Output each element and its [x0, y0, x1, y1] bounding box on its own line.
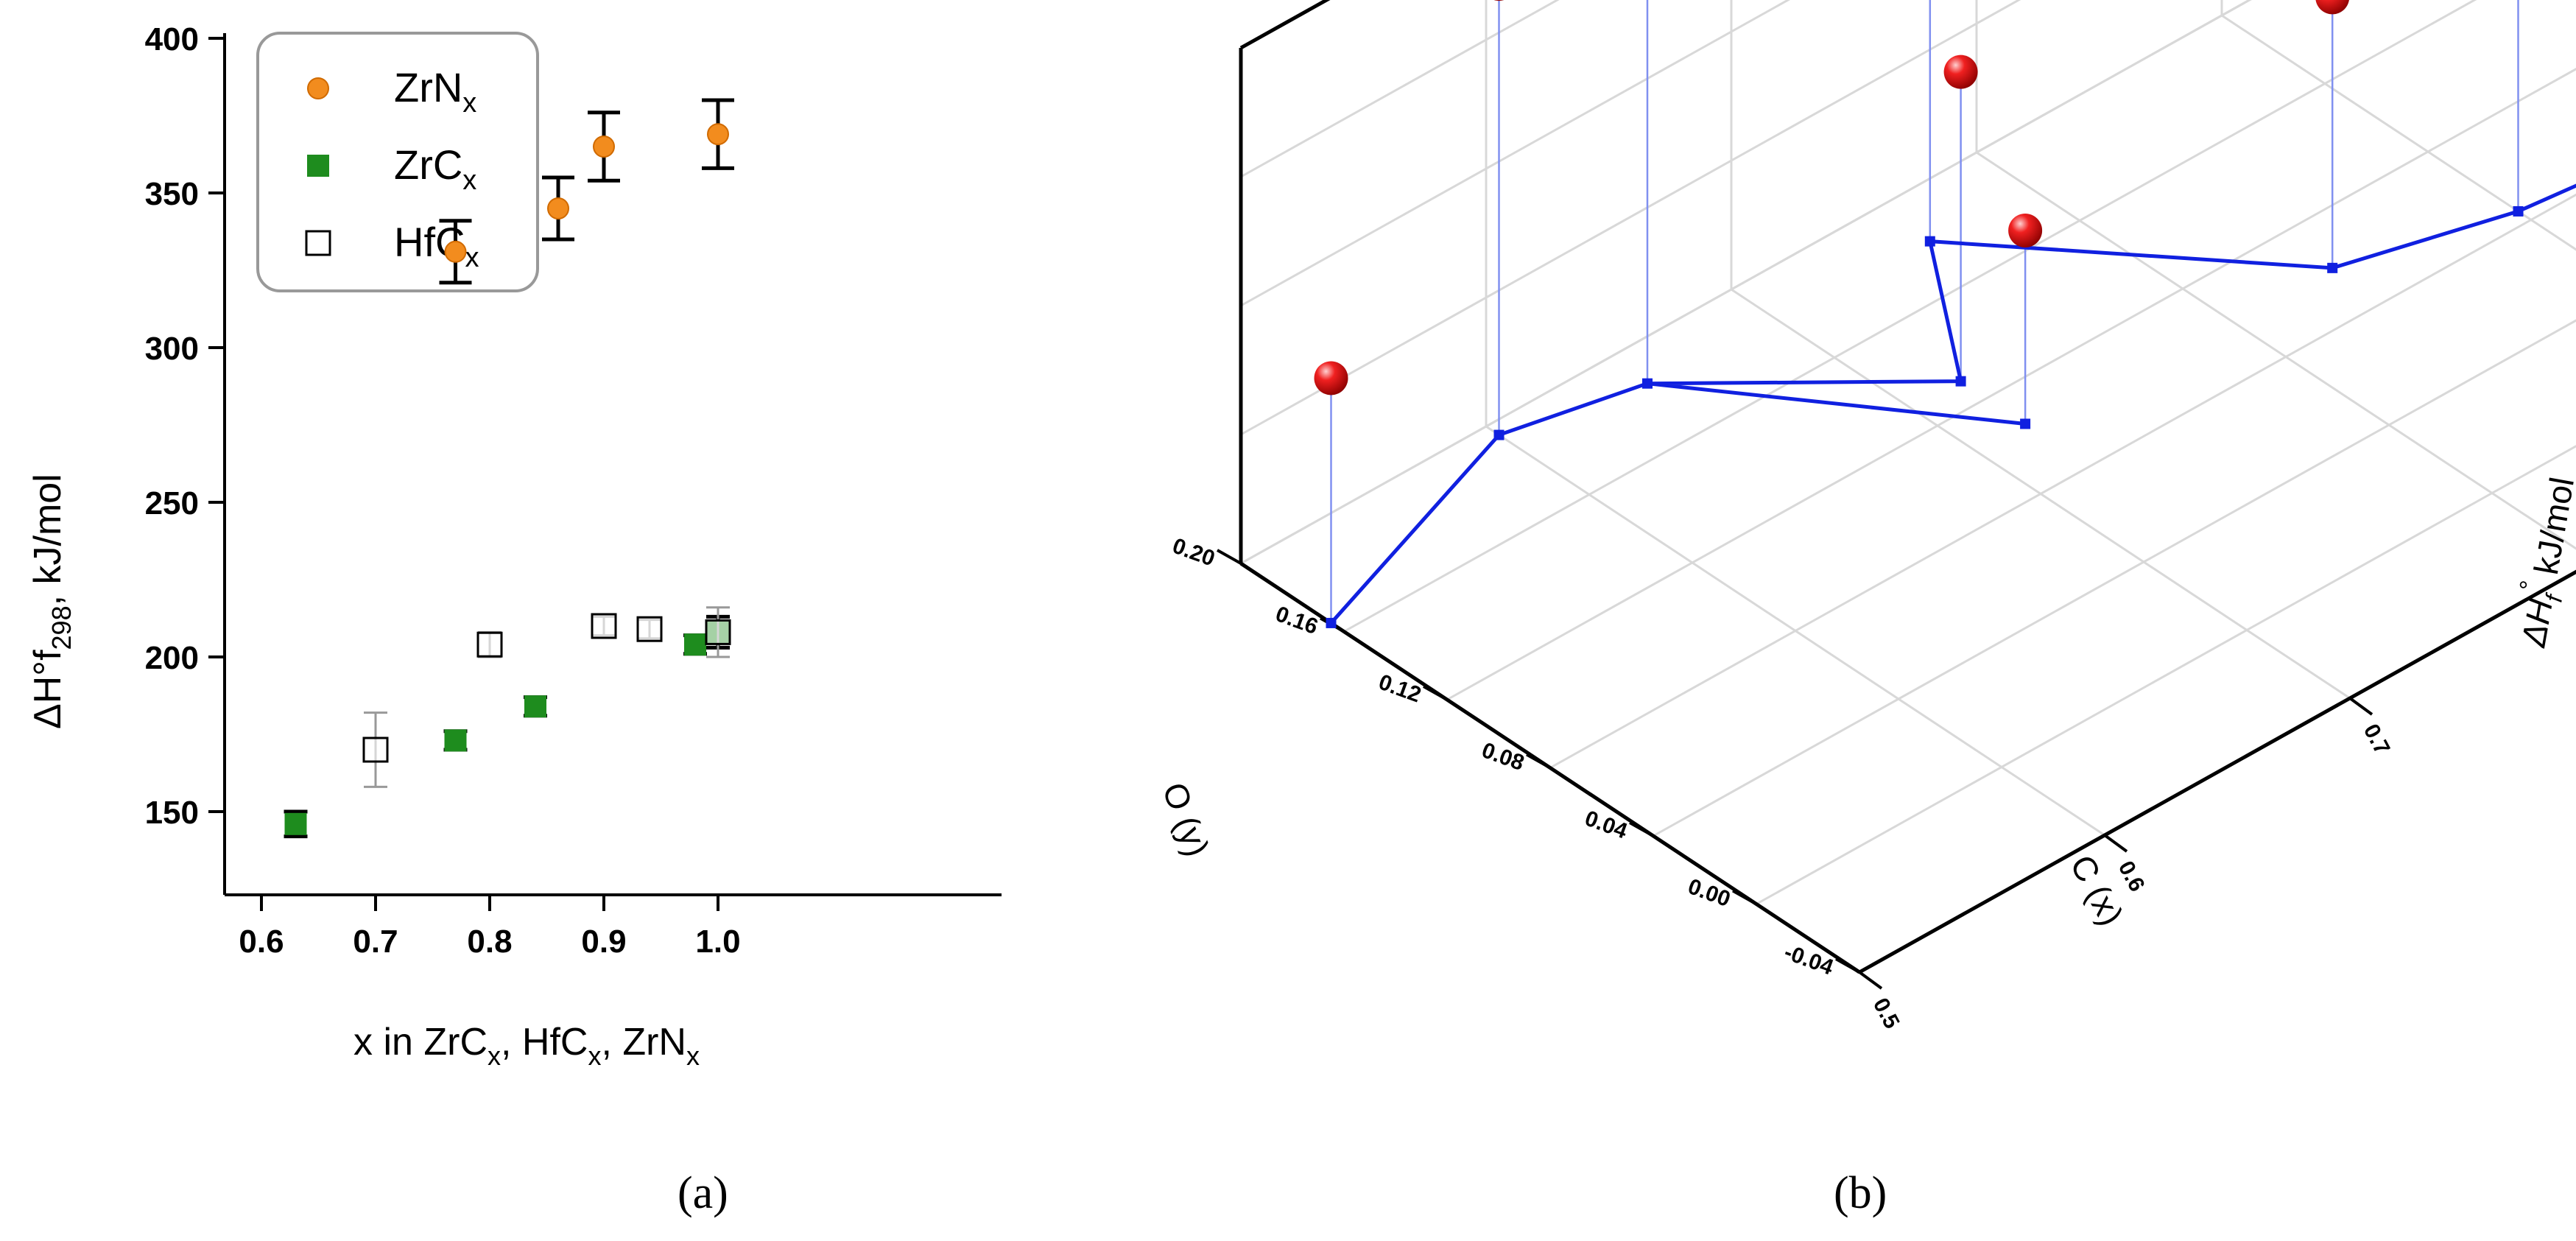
- b-y-tick-mark-6: [1217, 549, 1242, 565]
- b-back-top-edge: [1239, 0, 1331, 50]
- a-y-tick-label-3: 300: [145, 331, 199, 367]
- hfc-point-4: [705, 619, 731, 645]
- b-projection-marker-2: [1642, 378, 1653, 389]
- b-data-sphere-1: [1493, 0, 1505, 1]
- b-y-axis-label: O (y): [1155, 778, 1217, 862]
- a-x-tick-label-4: 1.0: [695, 924, 740, 960]
- b-projection-marker-4: [1955, 376, 1966, 387]
- a-y-axis-label: ΔH°f298, kJ/mol: [27, 474, 77, 729]
- b-x-tick-label-2: 0.7: [2359, 720, 2395, 759]
- zrc-point-3: [684, 633, 706, 656]
- hfc-point-2: [591, 613, 617, 639]
- b-y-tick-label-6: 0.20: [1169, 534, 1218, 572]
- a-y-tick-label-5: 400: [145, 21, 199, 57]
- a-x-tick-label-2: 0.8: [467, 924, 512, 960]
- b-x-axis-line: [1858, 569, 2576, 974]
- a-x-axis-label: x in ZrCx, HfCx, ZrNx: [353, 1021, 700, 1071]
- b-y-tick-label-1: 0.00: [1685, 874, 1734, 912]
- zrn-point-2: [593, 136, 615, 158]
- b-side-grid-z-2: [2467, 0, 2576, 29]
- a-x-tick-label-0: 0.6: [239, 924, 284, 960]
- b-y-tick-label-4: 0.12: [1376, 670, 1424, 708]
- b-y-tick-mark-1: [1732, 889, 1757, 906]
- b-projection-marker-1: [1493, 429, 1505, 440]
- b-y-tick-label-3: 0.08: [1479, 738, 1527, 776]
- b-floor-grid-y-4: [1446, 68, 2576, 701]
- b-back-grid-z-0: [1240, 0, 2252, 565]
- b-back-grid-z-2: [1240, 0, 1791, 307]
- b-floor-grid-y-6: [1240, 0, 2252, 565]
- hfc-point-0: [362, 736, 389, 763]
- a-x-tick-label-3: 0.9: [581, 924, 626, 960]
- a-legend-box: [256, 32, 539, 292]
- a-y-tick-label-1: 200: [145, 640, 199, 676]
- panel-a-caption: (a): [678, 1168, 728, 1218]
- b-data-sphere-4: [1943, 55, 1978, 89]
- b-floor-grid-y-1: [1756, 445, 2576, 905]
- b-y-tick-label-2: 0.04: [1582, 806, 1630, 844]
- panel-b-3d-scatter-chart: 0.50.60.70.80.91.0-0.040.000.040.080.120…: [1155, 0, 2576, 1218]
- hfc-point-3: [636, 616, 663, 642]
- zrn-point-3: [707, 123, 729, 146]
- b-floor-grid-y-3: [1549, 193, 2576, 769]
- b-floor-grid-y-2: [1653, 319, 2576, 837]
- b-floor-grid-x-5: [2467, 0, 2576, 287]
- zrn-point-0: [444, 240, 467, 263]
- b-data-sphere-3: [2008, 213, 2043, 247]
- b-y-tick-mark-0: [1835, 957, 1860, 974]
- a-legend-marker-hfc: [305, 230, 331, 256]
- b-x-tick-mark-2: [2348, 697, 2373, 716]
- b-x-tick-mark-1: [2103, 834, 2128, 853]
- b-y-tick-label-0: -0.04: [1781, 940, 1837, 980]
- b-y-tick-label-5: 0.16: [1273, 602, 1321, 639]
- panel-b-caption: (b): [1834, 1168, 1887, 1218]
- b-projection-marker-0: [1326, 617, 1337, 628]
- b-y-tick-mark-2: [1629, 821, 1654, 837]
- b-data-sphere-6: [2315, 0, 2349, 15]
- a-legend-marker-zrc: [307, 155, 329, 177]
- b-back-grid-z-1: [1240, 0, 2021, 436]
- b-z-axis-label: ΔHf° kJ/mol: [2505, 473, 2576, 651]
- panel-a-scatter-chart: 0.6 0.7 0.8 0.9 1.0 150 200 250 300 350 400 ZrNx Z…: [27, 21, 1002, 1218]
- a-legend-entry-zrc: ZrCx: [394, 141, 476, 196]
- hfc-point-1: [476, 631, 503, 658]
- b-projection-marker-5: [1924, 236, 1935, 247]
- zrn-point-1: [547, 197, 569, 219]
- b-floor-grid-y-0: [1859, 570, 2576, 974]
- a-y-tick-label-2: 250: [145, 485, 199, 521]
- a-x-tick-label-1: 0.7: [353, 924, 398, 960]
- b-projection-marker-7: [2513, 205, 2524, 217]
- b-x-axis-label: C (x): [2063, 848, 2131, 931]
- b-data-sphere-0: [1314, 361, 1348, 395]
- b-back-grid-z-4: [1240, 0, 1329, 49]
- a-y-tick-label-0: 150: [145, 795, 199, 831]
- b-side-grid-z-0: [2467, 0, 2576, 287]
- a-legend-entry-zrn: ZrNx: [394, 64, 476, 119]
- b-floor-grid-y-5: [1343, 0, 2477, 633]
- a-y-tick-label-4: 350: [145, 176, 199, 212]
- b-back-grid-z-3: [1240, 0, 1560, 178]
- b-floor-grid-x-3: [1976, 151, 2576, 550]
- zrc-point-1: [444, 729, 467, 752]
- b-y-tick-mark-4: [1423, 685, 1448, 701]
- b-x-tick-mark-0: [1858, 971, 1883, 990]
- b-projection-marker-3: [2020, 418, 2031, 429]
- a-legend-marker-zrn: [307, 77, 329, 99]
- zrc-point-2: [524, 695, 546, 718]
- b-y-tick-mark-3: [1526, 753, 1551, 770]
- zrc-point-0: [284, 812, 307, 835]
- b-projection-marker-6: [2327, 262, 2338, 273]
- b-x-tick-label-0: 0.5: [1868, 994, 1904, 1033]
